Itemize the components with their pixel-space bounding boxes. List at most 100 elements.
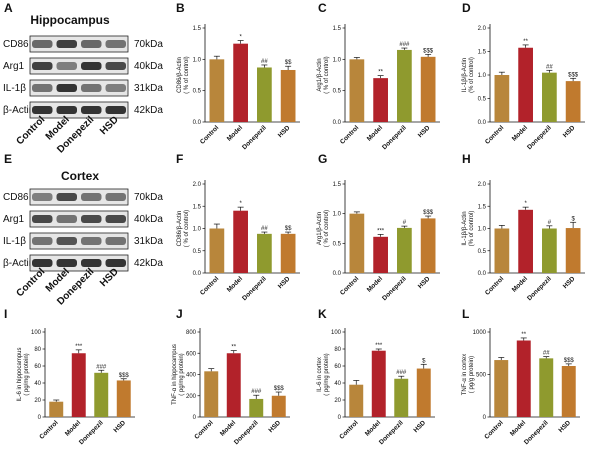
category-label: Donepezil — [241, 275, 268, 302]
y-tick-label: 0.5 — [478, 249, 487, 255]
y-tick-label: 1.0 — [193, 227, 202, 233]
y-tick-label: 0 — [483, 415, 487, 421]
y-tick-label: 0.0 — [193, 120, 202, 126]
category-label: Model — [64, 419, 82, 437]
category-label: Model — [511, 275, 529, 293]
significance-label: $$$ — [274, 386, 285, 392]
bar-control — [49, 401, 64, 417]
y-tick-label: 100 — [331, 330, 342, 336]
blot-lane-label: Control — [14, 114, 47, 147]
significance-label: $$$ — [119, 373, 130, 379]
y-tick-label: 500 — [476, 373, 487, 379]
blot-band — [32, 215, 53, 223]
y-tick-label: 1.0 — [193, 57, 202, 63]
y-tick-label: 0.5 — [333, 89, 342, 95]
bar-hsd — [420, 218, 436, 273]
blot-band — [105, 40, 126, 48]
blot-membrane — [29, 79, 129, 97]
blot-membrane — [29, 101, 129, 119]
y-axis-label: TNF-α in cortex( pg/g protein) — [462, 354, 475, 395]
y-tick-label: 2.0 — [478, 26, 487, 32]
category-label: HSD — [562, 275, 577, 290]
y-tick-label: 20 — [334, 398, 341, 404]
y-tick-label: 60 — [334, 364, 341, 370]
bar-donepezil — [542, 72, 557, 122]
bar-model — [226, 353, 241, 417]
category-label: Donepezil — [378, 419, 405, 446]
panel-label: C — [318, 1, 327, 15]
panel-label: J — [176, 307, 183, 321]
bar-hsd — [565, 228, 581, 273]
blot-size-label: 70kDa — [134, 192, 163, 203]
category-label: Model — [226, 124, 244, 142]
blot-band — [81, 215, 102, 223]
y-tick-label: 100 — [31, 330, 42, 336]
significance-label: $ — [422, 358, 426, 364]
y-axis-label: IL-6 in cortex( pg/mg protein) — [317, 353, 330, 395]
significance-label: $$$ — [568, 72, 579, 78]
y-tick-label: 1.5 — [478, 204, 487, 210]
y-tick-label: 0.5 — [478, 97, 487, 103]
category-label: HSD — [413, 419, 428, 434]
blot-band — [56, 237, 77, 245]
blot-size-label: 40kDa — [134, 61, 163, 72]
bar-donepezil — [394, 378, 409, 417]
bar-chart-panel-k: K 0 20 40 60 80 100 IL-6 in cortex( pg/mg prote… — [317, 307, 435, 446]
blot-row-label: Arg1 — [3, 214, 25, 225]
category-label: HSD — [277, 275, 292, 290]
significance-label: $$$ — [423, 48, 434, 54]
significance-label: ## — [543, 351, 550, 357]
y-tick-label: 0 — [193, 415, 197, 421]
blot-band — [32, 84, 53, 92]
y-axis-label: TNF-α in hippocampus( pg/mg protein) — [172, 344, 185, 405]
y-tick-label: 80 — [334, 347, 341, 353]
blot-title: Hippocampus — [30, 13, 110, 27]
bar-chart-panel-c: C 0.0 0.5 1.0 1.5 Arg1/β-Actin( % of control)… — [317, 1, 440, 151]
bar-hsd — [416, 368, 431, 417]
category-label: HSD — [268, 419, 283, 434]
bar-model — [516, 340, 531, 417]
category-label: Donepezil — [241, 124, 268, 151]
blot-size-label: 31kDa — [134, 236, 163, 247]
blot-membrane — [29, 35, 129, 53]
y-axis-label: Arg1/β-Actin( % of control) — [317, 210, 330, 247]
significance-label: ### — [396, 370, 407, 376]
category-label: HSD — [417, 124, 432, 139]
blot-band — [81, 237, 102, 245]
category-label: Control — [338, 419, 359, 440]
bar-donepezil — [249, 398, 264, 417]
y-tick-label: 1.0 — [333, 57, 342, 63]
blot-size-label: 31kDa — [134, 83, 163, 94]
significance-label: ### — [251, 389, 262, 395]
bar-model — [233, 43, 248, 122]
bar-chart-panel-h: H 0.0 0.5 1.0 1.5 2.0 IL-1β/β-Actin(% of contr… — [462, 152, 585, 302]
blot-row-label: β-Actin — [3, 258, 34, 269]
blot-band — [105, 237, 126, 245]
category-label: HSD — [113, 419, 128, 434]
blot-band — [32, 237, 53, 245]
y-tick-label: 0.0 — [478, 271, 487, 277]
blot-band — [105, 106, 126, 114]
blot-band — [81, 62, 102, 70]
blot-band — [105, 84, 126, 92]
blot-band — [56, 215, 77, 223]
blot-row-label: CD86 — [3, 192, 29, 203]
blot-band — [32, 40, 53, 48]
y-tick-label: 2.0 — [478, 182, 487, 188]
bar-chart-panel-l: L 0 500 1000 TNF-α in cortex( pg/g protein) C… — [462, 307, 580, 446]
bar-chart-panel-g: G 0.0 0.5 1.0 1.5 Arg1/β-Actin( % of control)… — [317, 152, 440, 302]
blot-title: Cortex — [61, 169, 99, 183]
significance-label: ** — [378, 70, 383, 76]
blot-band — [56, 62, 77, 70]
category-label: HSD — [558, 419, 573, 434]
bar-model — [518, 209, 533, 273]
y-tick-label: 1.5 — [333, 26, 342, 32]
y-tick-label: 1.5 — [193, 204, 202, 210]
significance-label: ## — [261, 59, 268, 65]
panel-label: F — [176, 152, 183, 166]
western-blot-panel-e: E Cortex CD86 70kDa Arg1 40kDa IL-1β 31kDa β-Act… — [3, 152, 163, 308]
y-tick-label: 20 — [34, 398, 41, 404]
blot-row-label: IL-1β — [3, 236, 26, 247]
y-tick-label: 1.0 — [478, 227, 487, 233]
